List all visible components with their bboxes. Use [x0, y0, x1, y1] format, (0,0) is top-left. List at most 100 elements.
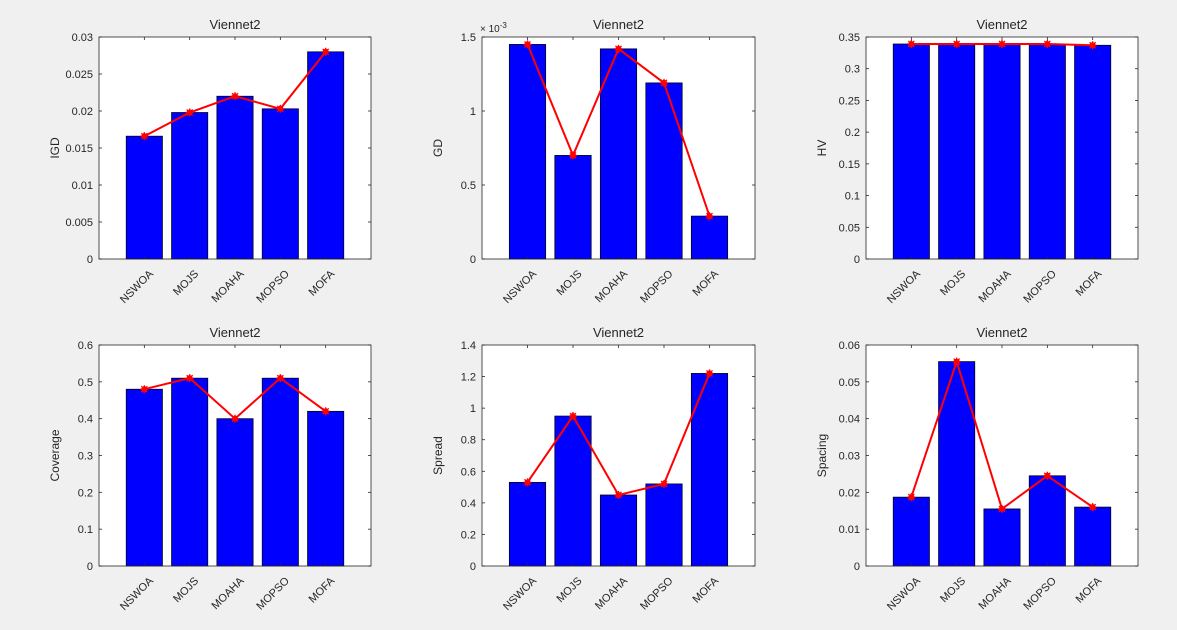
marker-stroke: [706, 369, 713, 377]
y-tick-label: 0.025: [65, 69, 93, 81]
marker-nswoa: [907, 39, 916, 48]
bar-nswoa: [892, 496, 930, 567]
chart-title: Viennet2: [209, 17, 260, 32]
bar-mopso: [1028, 43, 1066, 260]
y-tick-label: 0.25: [839, 95, 860, 107]
y-tick-label: 0: [87, 561, 93, 573]
marker-stroke: [907, 493, 915, 501]
bar-nswoa: [508, 481, 547, 567]
marker-stroke: [1089, 503, 1097, 511]
y-tick-label: 0.6: [461, 466, 476, 478]
y-tick-label: 0.04: [839, 414, 860, 426]
marker-stroke: [615, 491, 622, 499]
chart-title: Viennet2: [976, 325, 1027, 340]
bar-mopso: [261, 377, 299, 567]
y-tick-label: 0: [854, 254, 860, 266]
bar-nswoa: [892, 43, 930, 260]
bar-mojs: [171, 112, 209, 260]
y-tick-label: 0.03: [839, 451, 860, 463]
marker-stroke: [140, 385, 148, 393]
marker-stroke: [998, 40, 1006, 48]
y-tick-label: 0.005: [65, 217, 93, 229]
marker-mofa: [1088, 503, 1097, 512]
y-tick-label: 0.05: [839, 377, 860, 389]
marker-mojs: [952, 39, 961, 48]
y-axis-label: IGD: [48, 137, 62, 159]
bar-mojs: [171, 377, 209, 567]
marker-mofa: [1088, 41, 1097, 50]
marker-mopso: [276, 374, 285, 383]
marker-stroke: [140, 132, 148, 140]
marker-stroke: [998, 505, 1006, 513]
marker-nswoa: [907, 493, 916, 502]
y-axis-label: Coverage: [48, 429, 62, 481]
y-tick-label: 0.1: [78, 524, 93, 536]
marker-mojs: [952, 357, 961, 366]
bar-mojs: [938, 361, 976, 567]
marker-mojs: [569, 151, 577, 160]
y-tick-label: 0.4: [461, 498, 476, 510]
y-tick-label: 0.3: [78, 451, 93, 463]
y-tick-label: 0.02: [72, 106, 93, 118]
y-tick-label: 0.5: [78, 377, 93, 389]
marker-moaha: [231, 414, 239, 423]
marker-stroke: [322, 407, 330, 415]
marker-nswoa: [140, 385, 149, 394]
bar-nswoa: [125, 388, 163, 567]
marker-mojs: [185, 374, 194, 383]
chart-title: Viennet2: [209, 325, 260, 340]
bar-moaha: [983, 43, 1021, 260]
chart-title: Viennet2: [593, 17, 644, 32]
bar-mopso: [261, 108, 299, 260]
marker-stroke: [953, 40, 961, 48]
marker-stroke: [1089, 41, 1097, 49]
marker-nswoa: [140, 132, 149, 141]
bar-moaha: [216, 418, 254, 567]
y-tick-label: 0.15: [839, 159, 860, 171]
marker-stroke: [953, 358, 961, 366]
marker-stroke: [569, 412, 577, 420]
y-tick-label: 0.02: [839, 487, 860, 499]
marker-stroke: [524, 40, 531, 48]
marker-moaha: [231, 92, 239, 101]
marker-stroke: [524, 478, 531, 486]
y-tick-label: 0.3: [845, 64, 860, 76]
y-tick-label: 1: [470, 403, 476, 415]
y-exponent-label: × 10-3: [480, 21, 507, 35]
bar-mojs: [554, 415, 592, 567]
marker-stroke: [615, 45, 622, 53]
marker-mofa: [705, 212, 714, 221]
y-tick-label: 0: [470, 561, 476, 573]
marker-mofa: [321, 407, 330, 416]
bar-mojs: [554, 155, 592, 260]
y-tick-label: 0.03: [72, 32, 93, 44]
y-tick-label: 1: [470, 106, 476, 118]
y-tick-label: 1.4: [461, 340, 476, 352]
marker-mopso: [1043, 39, 1052, 48]
y-tick-label: 0: [87, 254, 93, 266]
marker-moaha: [614, 44, 623, 53]
bar-moaha: [599, 48, 638, 260]
marker-stroke: [1043, 40, 1051, 48]
marker-mopso: [276, 104, 285, 113]
marker-stroke: [276, 374, 284, 382]
y-axis-label: HV: [815, 140, 829, 157]
bar-mopso: [1028, 475, 1066, 567]
marker-stroke: [907, 40, 915, 48]
chart-title: Viennet2: [976, 17, 1027, 32]
bar-nswoa: [508, 44, 547, 260]
bar-nswoa: [125, 135, 163, 260]
marker-nswoa: [523, 40, 532, 49]
y-tick-label: 0.8: [461, 435, 476, 447]
y-tick-label: 0.5: [461, 180, 476, 192]
y-tick-label: 0.35: [839, 32, 860, 44]
marker-mofa: [321, 47, 330, 56]
y-tick-label: 0.6: [78, 340, 93, 352]
y-axis-label: Spread: [431, 436, 445, 475]
marker-stroke: [569, 151, 577, 159]
bar-moaha: [216, 95, 254, 260]
